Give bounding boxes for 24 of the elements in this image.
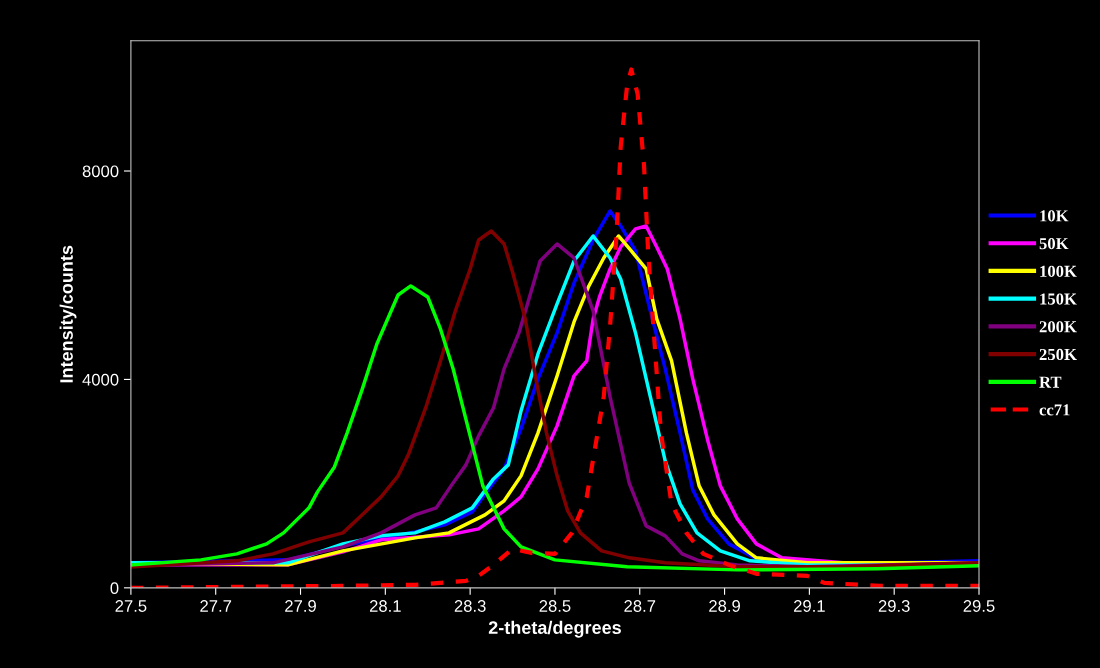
y-axis-title: Intensity/counts <box>59 245 77 383</box>
legend-label: 250K <box>1039 348 1077 361</box>
y-tick-label: 4000 <box>82 373 119 386</box>
x-tick-label: 27.7 <box>200 600 232 612</box>
y-tick-label: 0 <box>110 582 119 595</box>
x-tick-label: 28.9 <box>709 600 740 612</box>
x-tick-label: 29.3 <box>878 600 910 612</box>
x-tick-label: 28.5 <box>539 600 571 612</box>
x-tick-label: 28.3 <box>454 600 486 612</box>
legend-label: 50K <box>1039 237 1069 250</box>
legend-label: 100K <box>1040 265 1077 277</box>
x-axis-title: 2-theta/degrees <box>488 620 621 638</box>
x-tick-label: 29.1 <box>794 600 825 612</box>
y-tick-label: 8000 <box>82 165 119 178</box>
x-tick-label: 27.9 <box>285 600 316 612</box>
x-tick-label: 29.5 <box>963 600 995 612</box>
legend-label: 200K <box>1039 321 1077 333</box>
legend-label: 150K <box>1040 293 1077 305</box>
legend-label: RT <box>1039 376 1062 388</box>
x-tick-label: 28.1 <box>369 600 401 612</box>
legend-label: 10K <box>1040 210 1069 222</box>
x-tick-label: 27.5 <box>115 600 147 612</box>
legend-label: cc71 <box>1039 404 1070 416</box>
x-tick-label: 28.7 <box>624 600 656 612</box>
